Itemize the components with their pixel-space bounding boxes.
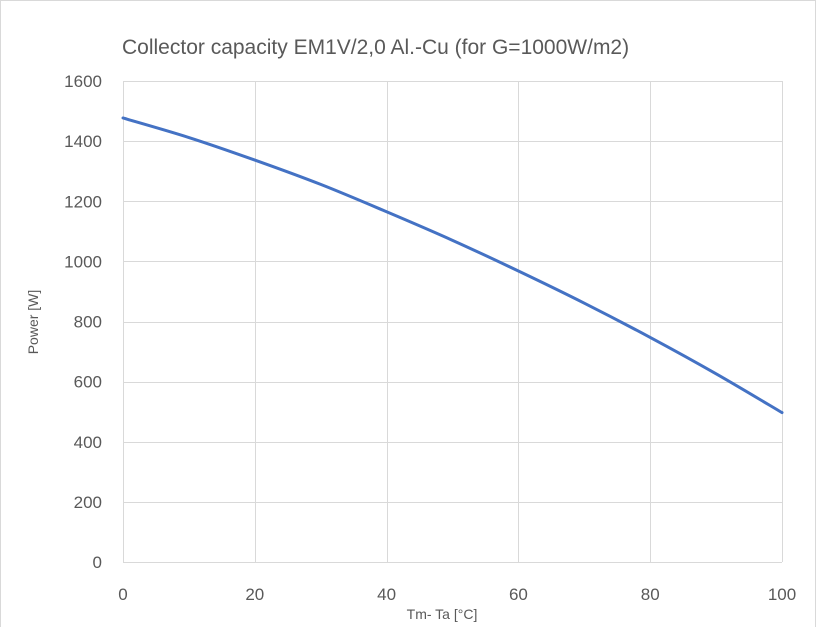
x-axis-title: Tm- Ta [°C] — [407, 606, 478, 622]
y-tick-label: 200 — [74, 493, 102, 512]
x-tick-label: 0 — [118, 585, 127, 604]
y-tick-label: 1200 — [64, 192, 102, 211]
y-axis-title: Power [W] — [25, 290, 41, 355]
x-tick-label: 20 — [245, 585, 264, 604]
y-tick-label: 400 — [74, 433, 102, 452]
x-tick-label: 40 — [377, 585, 396, 604]
x-tick-label: 100 — [768, 585, 796, 604]
x-tick-label: 80 — [641, 585, 660, 604]
series-layer — [121, 116, 784, 415]
y-tick-labels: 0 200 400 600 800 1000 1200 1400 1600 — [64, 72, 102, 572]
y-tick-label: 800 — [74, 313, 102, 332]
y-tick-label: 1400 — [64, 132, 102, 151]
y-tick-label: 1000 — [64, 252, 102, 271]
power-series-line — [121, 116, 784, 415]
chart-title: Collector capacity EM1V/2,0 Al.-Cu (for … — [122, 36, 629, 59]
y-tick-label: 600 — [74, 373, 102, 392]
grid — [123, 81, 783, 563]
x-tick-label: 60 — [509, 585, 528, 604]
y-tick-label: 1600 — [64, 72, 102, 91]
y-tick-label: 0 — [93, 553, 102, 572]
x-tick-labels: 0 20 40 60 80 100 — [118, 585, 796, 604]
